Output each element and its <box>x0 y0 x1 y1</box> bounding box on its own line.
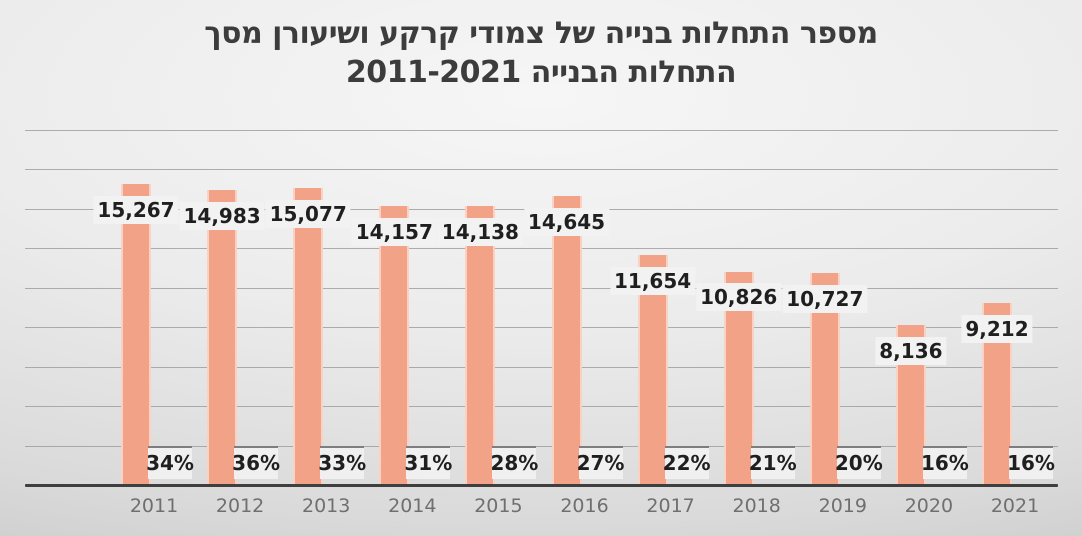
pct-label-2018: 21% <box>749 445 797 479</box>
bar-2012 <box>207 189 238 485</box>
pct-label-2012: 36% <box>232 445 280 479</box>
pct-label-2016: 27% <box>577 445 624 479</box>
chart-title-line-1: מספר התחלות בנייה של צמודי קרקע ושיעורן … <box>204 16 878 51</box>
value-label-2018: 10,826 <box>696 283 782 312</box>
chart-title-line-2: התחלות הבנייה 2011-2021 <box>345 55 737 90</box>
gridline <box>25 248 1058 250</box>
plot-area: 15,267 34% 14,983 36% 15,077 33% 14,157 31% 14,1… <box>25 130 1058 485</box>
x-axis-label-2018: 2018 <box>732 495 781 517</box>
x-axis-label-2012: 2012 <box>215 495 265 517</box>
value-label-2019: 10,727 <box>782 285 868 314</box>
bar-2013 <box>293 187 324 485</box>
x-axis-label-2015: 2015 <box>474 495 523 517</box>
pct-label-2015: 28% <box>490 445 538 479</box>
value-label-2015: 14,138 <box>437 218 523 247</box>
pct-label-2021: 16% <box>1007 445 1055 479</box>
pct-label-2011: 34% <box>146 445 194 479</box>
value-label-2014: 14,157 <box>351 217 437 246</box>
x-axis-label-2019: 2019 <box>818 495 867 517</box>
value-label-2012: 14,983 <box>179 201 265 230</box>
x-axis-label-2011: 2011 <box>129 495 179 517</box>
x-axis-label-2016: 2016 <box>560 495 609 517</box>
chart-title: מספר התחלות בנייה של צמודי קרקע ושיעורן … <box>0 14 1082 92</box>
value-label-2021: 9,212 <box>961 315 1033 344</box>
value-label-2020: 8,136 <box>875 336 947 365</box>
bar-2014 <box>379 205 410 485</box>
x-axis-label-2014: 2014 <box>388 495 437 517</box>
pct-label-2019: 20% <box>835 445 883 479</box>
value-label-2013: 15,077 <box>265 199 351 228</box>
pct-label-2013: 33% <box>318 445 366 479</box>
gridline <box>25 169 1058 171</box>
pct-label-2017: 22% <box>663 445 711 479</box>
gridline <box>25 366 1058 368</box>
x-axis-label-2017: 2017 <box>646 495 695 517</box>
x-axis-line <box>25 484 1058 487</box>
gridline <box>25 406 1058 408</box>
gridline <box>25 327 1058 329</box>
bar-2015 <box>465 206 496 485</box>
x-axis-label-2021: 2021 <box>990 495 1040 517</box>
value-label-2016: 14,645 <box>523 208 610 237</box>
pct-label-2014: 31% <box>404 445 452 479</box>
gridline <box>25 130 1058 131</box>
bar-2016 <box>551 196 582 485</box>
pct-label-2020: 16% <box>921 445 969 479</box>
x-axis-label-2013: 2013 <box>302 495 351 517</box>
x-axis-label-2020: 2020 <box>904 495 954 517</box>
gridline <box>25 445 1058 447</box>
gridline <box>25 287 1058 289</box>
value-label-2011: 15,267 <box>93 195 179 224</box>
bar-2011 <box>121 183 151 485</box>
value-label-2017: 11,654 <box>610 267 696 296</box>
